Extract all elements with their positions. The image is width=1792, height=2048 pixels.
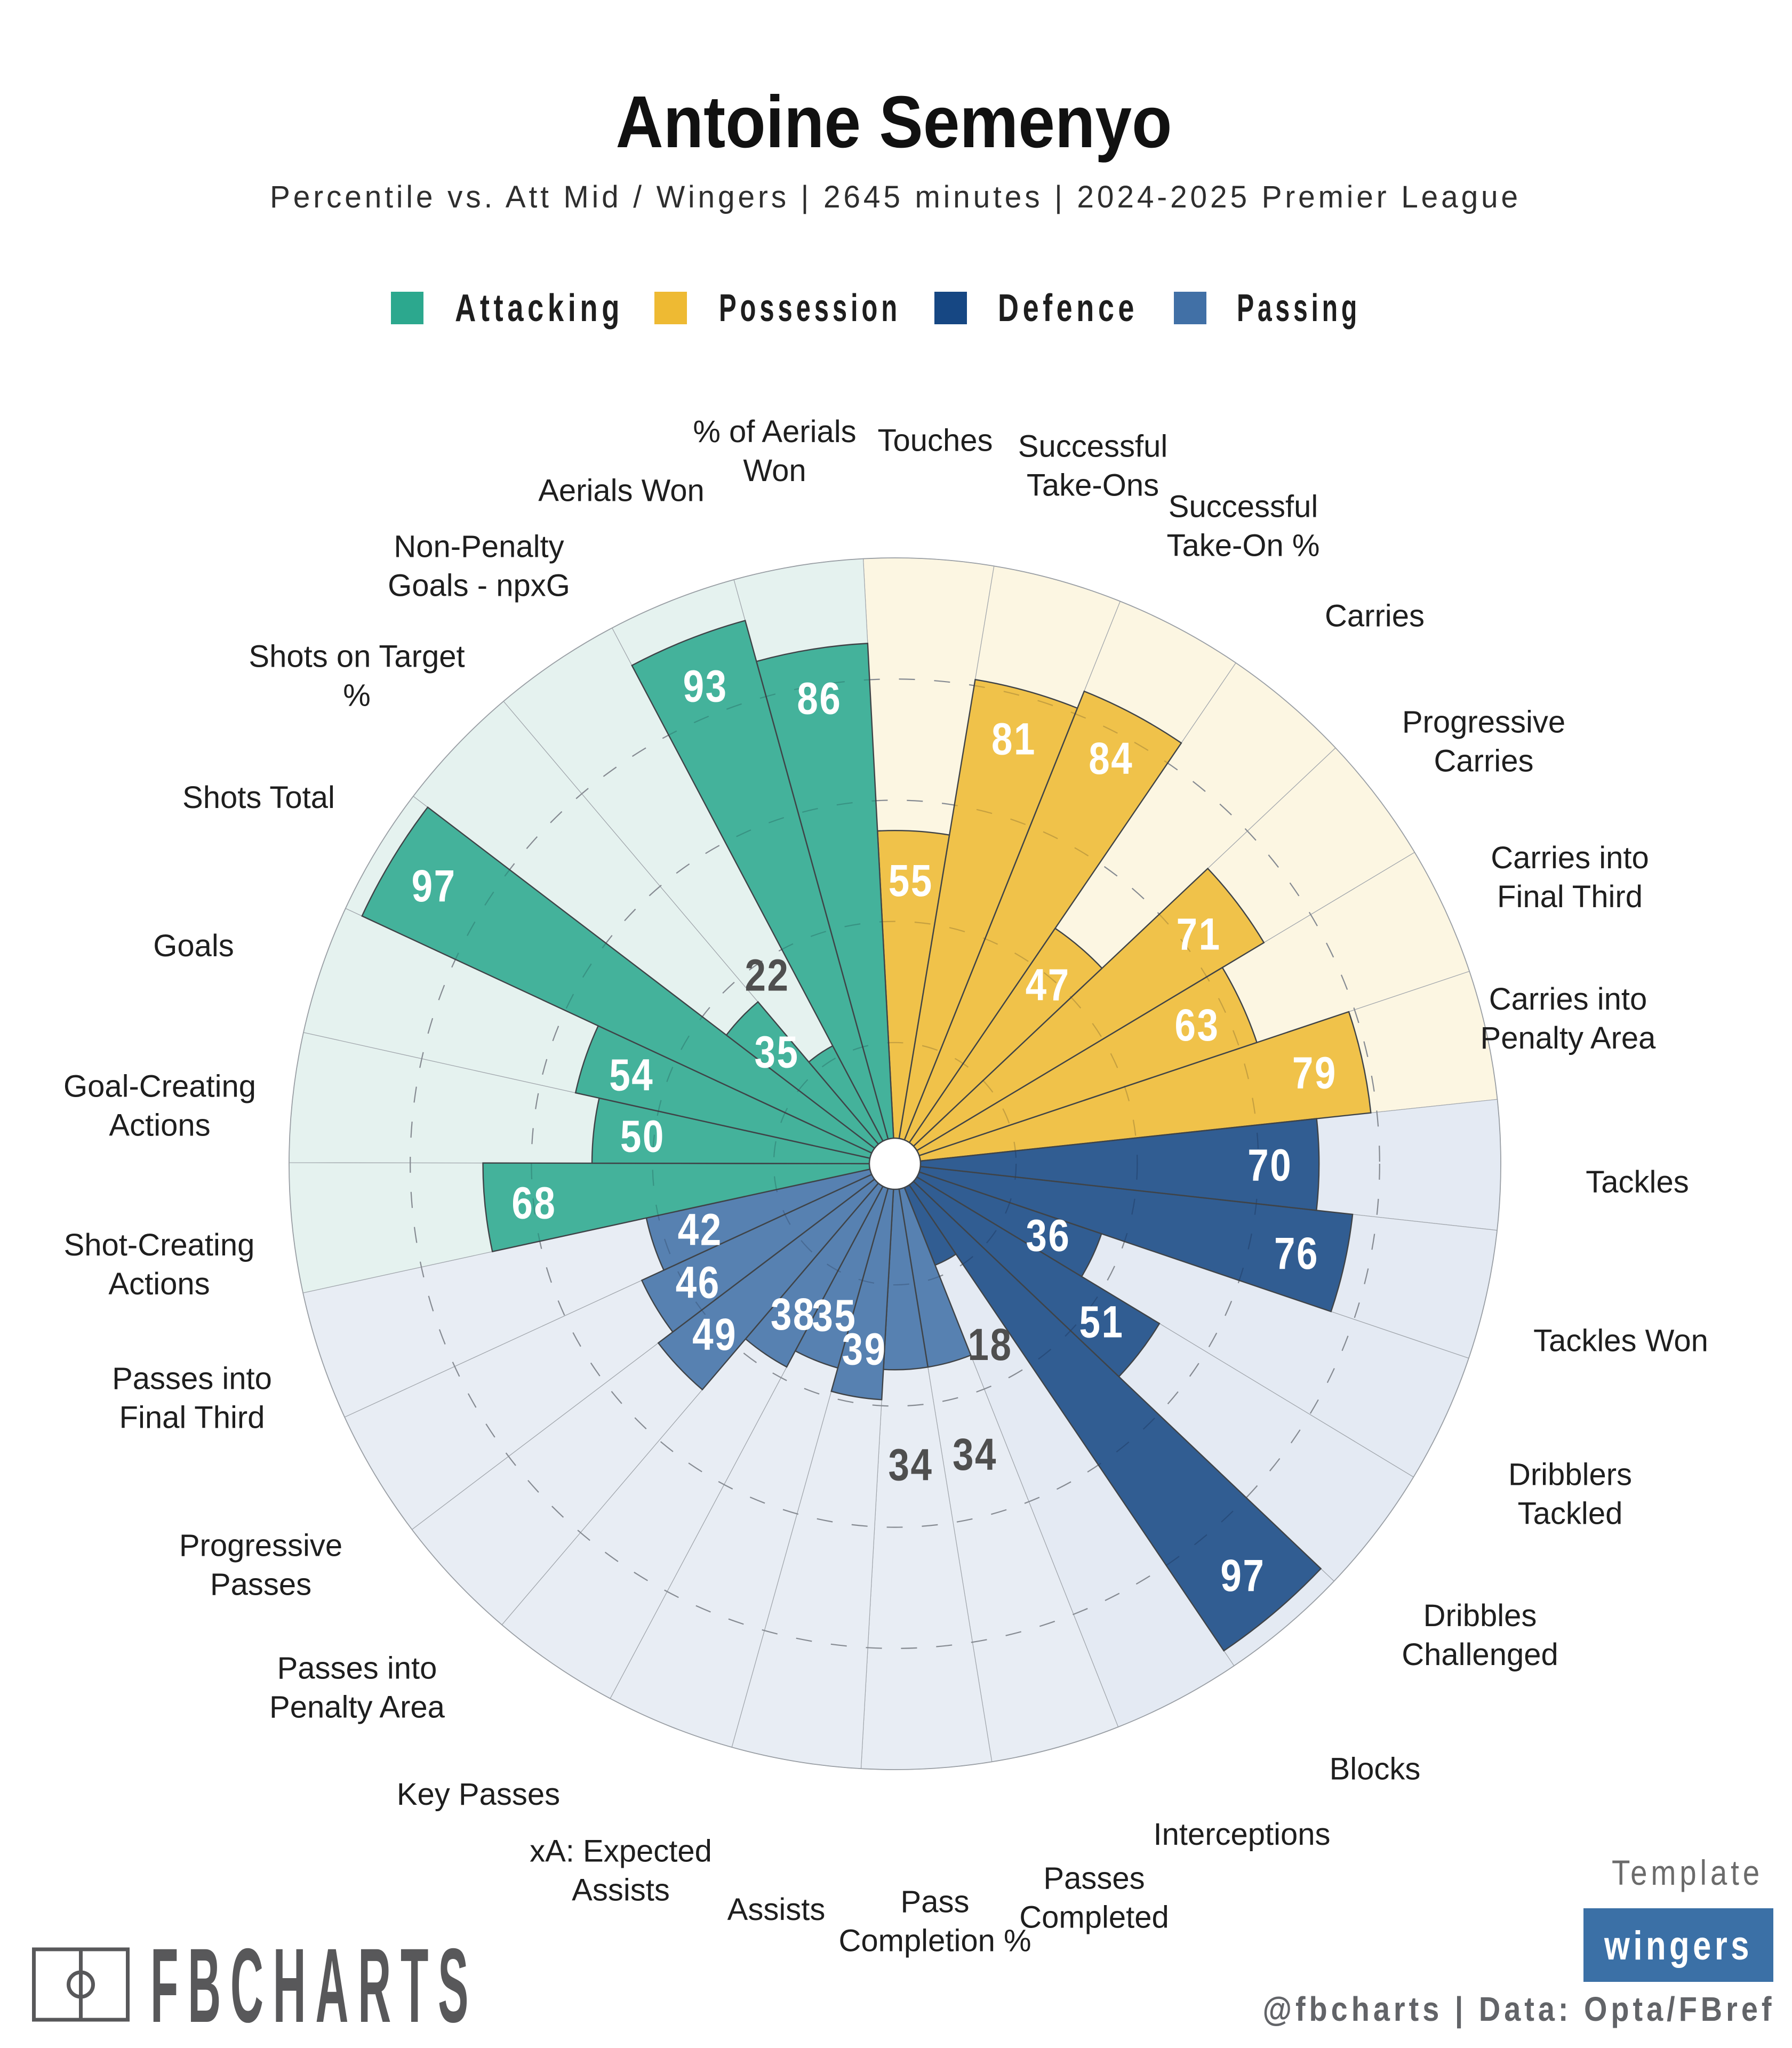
svg-text:Passes into: Passes into <box>112 1362 272 1396</box>
svg-text:79: 79 <box>1292 1047 1337 1098</box>
svg-text:Blocks: Blocks <box>1330 1752 1421 1787</box>
svg-text:Carries into: Carries into <box>1489 982 1647 1017</box>
svg-text:Final Third: Final Third <box>119 1401 265 1435</box>
svg-text:% of Aerials: % of Aerials <box>693 414 856 449</box>
svg-text:71: 71 <box>1177 909 1221 959</box>
svg-text:Shot-Creating: Shot-Creating <box>64 1228 255 1262</box>
svg-text:Won: Won <box>743 453 806 488</box>
svg-text:46: 46 <box>676 1257 721 1307</box>
svg-text:Dribblers: Dribblers <box>1508 1458 1632 1492</box>
svg-text:Key Passes: Key Passes <box>397 1777 560 1812</box>
svg-text:Passing: Passing <box>1237 287 1361 330</box>
svg-text:35: 35 <box>812 1291 857 1341</box>
svg-text:76: 76 <box>1274 1228 1319 1278</box>
svg-text:Template: Template <box>1612 1853 1763 1892</box>
svg-text:Take-On %: Take-On % <box>1167 529 1320 563</box>
svg-text:86: 86 <box>797 673 842 723</box>
svg-text:Goal-Creating: Goal-Creating <box>63 1069 256 1104</box>
svg-text:51: 51 <box>1079 1297 1124 1347</box>
svg-text:Antoine Semenyo: Antoine Semenyo <box>616 81 1172 163</box>
svg-text:Shots Total: Shots Total <box>182 780 335 815</box>
svg-text:Take-Ons: Take-Ons <box>1027 468 1159 503</box>
svg-text:Carries: Carries <box>1434 744 1534 779</box>
svg-text:Goals - npxG: Goals - npxG <box>388 569 570 603</box>
svg-text:55: 55 <box>889 855 933 906</box>
svg-text:Actions: Actions <box>109 1108 210 1143</box>
svg-text:47: 47 <box>1026 960 1070 1010</box>
svg-text:54: 54 <box>609 1050 654 1100</box>
svg-text:Assists: Assists <box>727 1892 826 1927</box>
svg-text:68: 68 <box>511 1178 556 1228</box>
svg-text:Goals: Goals <box>153 929 234 963</box>
svg-text:Passes into: Passes into <box>277 1651 437 1686</box>
svg-text:42: 42 <box>678 1204 723 1254</box>
svg-text:Progressive: Progressive <box>179 1529 342 1563</box>
svg-text:34: 34 <box>953 1429 997 1479</box>
svg-text:38: 38 <box>771 1289 815 1339</box>
svg-text:Tackles Won: Tackles Won <box>1533 1324 1708 1358</box>
svg-text:Final Third: Final Third <box>1497 879 1643 914</box>
svg-text:wingers: wingers <box>1604 1923 1753 1969</box>
svg-text:Assists: Assists <box>572 1873 670 1908</box>
svg-text:Pass: Pass <box>901 1885 970 1919</box>
svg-text:50: 50 <box>620 1111 665 1162</box>
svg-text:22: 22 <box>745 950 790 1000</box>
svg-text:97: 97 <box>1220 1550 1265 1601</box>
svg-text:Defence: Defence <box>998 287 1138 330</box>
svg-text:63: 63 <box>1175 1000 1220 1050</box>
svg-text:Successful: Successful <box>1018 429 1167 464</box>
svg-text:93: 93 <box>683 661 728 711</box>
svg-text:70: 70 <box>1247 1140 1292 1190</box>
svg-text:Shots on Target: Shots on Target <box>249 639 465 674</box>
svg-text:36: 36 <box>1026 1211 1070 1261</box>
svg-text:Carries: Carries <box>1325 599 1425 634</box>
svg-text:Tackled: Tackled <box>1518 1497 1623 1531</box>
svg-text:Percentile vs. Att Mid / Winge: Percentile vs. Att Mid / Wingers | 2645 … <box>270 180 1521 214</box>
svg-text:84: 84 <box>1089 733 1133 783</box>
svg-text:Completion %: Completion % <box>838 1924 1031 1958</box>
svg-text:Progressive: Progressive <box>1402 705 1565 740</box>
svg-text:Tackles: Tackles <box>1586 1165 1689 1199</box>
svg-text:Touches: Touches <box>877 423 993 458</box>
svg-text:81: 81 <box>991 714 1036 764</box>
svg-text:Successful: Successful <box>1169 490 1318 524</box>
svg-text:Passes: Passes <box>1043 1861 1145 1896</box>
svg-text:Completed: Completed <box>1019 1900 1169 1935</box>
svg-text:Penalty Area: Penalty Area <box>1481 1021 1657 1055</box>
svg-text:Passes: Passes <box>210 1567 311 1602</box>
svg-text:Carries into: Carries into <box>1491 841 1649 875</box>
svg-text:Non-Penalty: Non-Penalty <box>394 530 564 564</box>
svg-text:Aerials Won: Aerials Won <box>538 474 705 508</box>
svg-text:34: 34 <box>889 1440 933 1490</box>
svg-text:Actions: Actions <box>108 1267 210 1301</box>
svg-text:@fbcharts | Data: Opta/FBref: @fbcharts | Data: Opta/FBref <box>1263 1990 1775 2029</box>
svg-text:49: 49 <box>692 1309 737 1359</box>
svg-text:35: 35 <box>755 1027 799 1077</box>
svg-text:Attacking: Attacking <box>455 287 623 330</box>
svg-text:Possession: Possession <box>719 287 901 330</box>
svg-text:39: 39 <box>842 1324 887 1374</box>
svg-text:%: % <box>343 678 371 713</box>
svg-text:FBCHARTS: FBCHARTS <box>150 1927 478 2045</box>
svg-text:Interceptions: Interceptions <box>1153 1817 1330 1852</box>
svg-text:97: 97 <box>412 861 457 911</box>
svg-text:xA: Expected: xA: Expected <box>530 1834 712 1869</box>
svg-text:18: 18 <box>968 1319 1013 1370</box>
svg-text:Challenged: Challenged <box>1402 1637 1558 1672</box>
svg-text:Penalty Area: Penalty Area <box>269 1690 445 1725</box>
svg-text:Dribbles: Dribbles <box>1423 1598 1537 1633</box>
